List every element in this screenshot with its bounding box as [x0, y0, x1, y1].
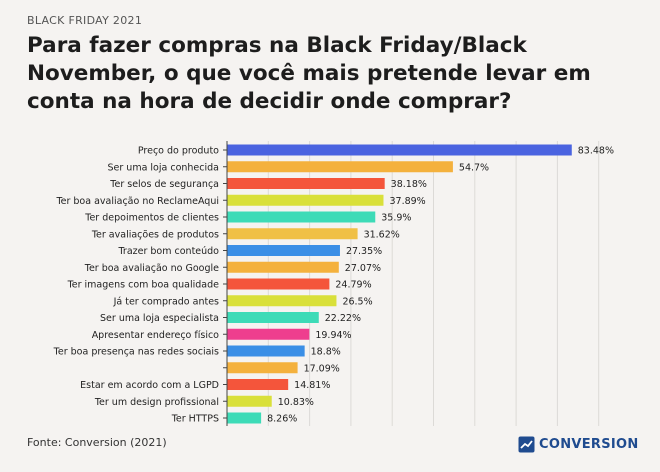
- bar: [227, 245, 340, 256]
- source-note: Fonte: Conversion (2021): [27, 436, 167, 449]
- value-label: 8.26%: [267, 414, 297, 425]
- value-label: 54.7%: [459, 162, 489, 173]
- value-label: 24.79%: [335, 280, 371, 291]
- value-label: 26.5%: [342, 296, 372, 307]
- chart-title: Para fazer compras na Black Friday/Black…: [27, 33, 591, 114]
- bar: [227, 328, 310, 340]
- value-label: 37.89%: [389, 196, 425, 207]
- bar: [227, 161, 453, 173]
- category-label: Ter selos de segurança: [109, 179, 219, 190]
- brand-logo: CONVERSION: [518, 436, 639, 453]
- category-label: Ter avaliações de produtos: [91, 229, 219, 240]
- value-label: 10.83%: [278, 397, 314, 408]
- category-label: Já ter comprado antes: [113, 296, 219, 307]
- category-label: Ter imagens com boa qualidade: [67, 280, 220, 291]
- bar: [227, 178, 385, 189]
- value-label: 38.18%: [391, 179, 427, 190]
- bar: [227, 211, 376, 223]
- bar: [227, 278, 330, 290]
- value-label: 27.07%: [345, 263, 381, 274]
- bar: [227, 379, 289, 390]
- bar: [227, 312, 319, 323]
- category-label: Ter depoimentos de clientes: [84, 213, 219, 224]
- category-label: Trazer bom conteúdo: [118, 246, 220, 257]
- chart-trend-icon: [518, 436, 535, 453]
- value-label: 22.22%: [325, 313, 361, 324]
- bar: [227, 228, 358, 240]
- bar: [227, 194, 384, 206]
- bar: [227, 261, 339, 273]
- bar: [227, 395, 272, 407]
- bar: [227, 362, 298, 374]
- chart-kicker: BLACK FRIDAY 2021: [27, 14, 143, 27]
- value-label: 19.94%: [315, 330, 351, 341]
- category-label: Ser uma loja especialista: [100, 313, 219, 324]
- bar: [227, 144, 572, 156]
- bar: [227, 295, 337, 307]
- category-label: Preço do produto: [138, 146, 219, 157]
- bar: [227, 412, 262, 424]
- value-label: 17.09%: [304, 363, 340, 374]
- category-label: Apresentar endereço físico: [92, 330, 219, 341]
- value-label: 14.81%: [294, 380, 330, 391]
- value-label: 18.8%: [311, 347, 341, 358]
- value-label: 27.35%: [346, 246, 382, 257]
- value-label: 31.62%: [364, 229, 400, 240]
- category-label: Ser uma loja conhecida: [108, 162, 220, 173]
- value-label: 35.9%: [381, 213, 411, 224]
- category-label: Ter boa avaliação no Google: [84, 263, 219, 274]
- category-label: Estar em acordo com a LGPD: [80, 380, 219, 391]
- brand-name: CONVERSION: [539, 437, 639, 452]
- category-label: Ter boa presença nas redes sociais: [53, 347, 219, 358]
- bar: [227, 345, 305, 357]
- value-label: 83.48%: [578, 146, 614, 157]
- category-label: Ter HTTPS: [171, 414, 219, 425]
- category-label: Ter boa avaliação no ReclameAqui: [55, 196, 219, 207]
- category-label: Ter um design profissional: [94, 397, 219, 408]
